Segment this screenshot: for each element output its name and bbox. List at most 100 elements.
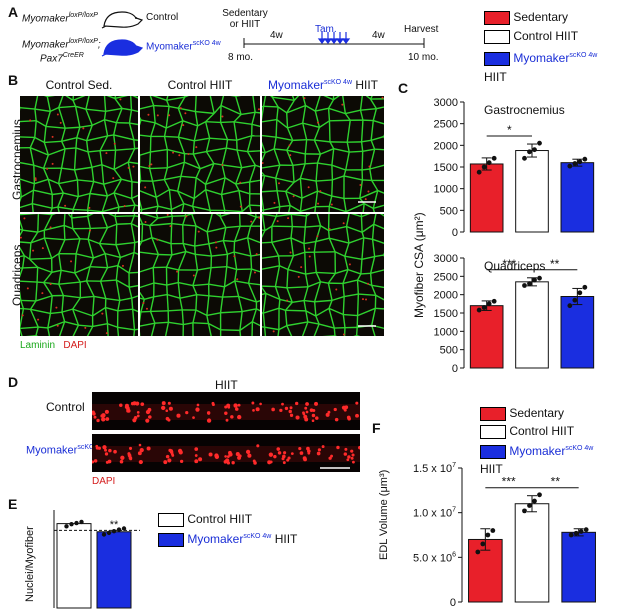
data-point <box>527 149 532 155</box>
y-tick-label: 3000 <box>434 253 458 265</box>
micrograph-gastroc-control-hiit <box>140 96 260 212</box>
sig-label: ** <box>550 257 560 271</box>
legend-a-control-label: Control HIIT <box>513 29 579 43</box>
micrograph-quad-ko-hiit <box>262 214 384 336</box>
data-point <box>491 155 497 161</box>
bar-1 <box>96 531 132 609</box>
y-tick-label: 3000 <box>434 97 458 109</box>
timeline-start: Sedentary or HIIT <box>216 8 274 30</box>
y-tick-label: 1000 <box>434 184 458 196</box>
timeline-start-line2: or HIIT <box>229 19 261 30</box>
panel-e-ylabel: Nuclei/Myofiber <box>24 526 36 602</box>
dapi-nuclei <box>20 217 124 335</box>
nuclei-chart: ** <box>53 510 140 609</box>
data-point <box>121 526 127 531</box>
data-point <box>522 155 527 161</box>
data-point <box>572 161 578 166</box>
data-point <box>527 281 532 287</box>
y-tick-label: 500 <box>440 345 458 357</box>
sig-label: ** <box>110 519 119 531</box>
stain-dapi: DAPI <box>63 340 87 351</box>
data-point <box>106 530 112 536</box>
legend-e-control-swatch <box>158 512 184 527</box>
y-tick-label: 1.5 x 107 <box>413 462 456 475</box>
bar-0 <box>469 305 504 369</box>
data-point <box>481 305 487 310</box>
legend-a-ko-suffix: HIIT <box>484 70 507 84</box>
y-tick-label: 0 <box>450 597 456 606</box>
legend-a-ko: MyomakerscKO 4w HIIT <box>484 46 617 87</box>
timeline-end-label: Harvest <box>404 24 439 35</box>
legend-f-ko-suffix: HIIT <box>480 462 503 476</box>
bar-2 <box>561 531 596 603</box>
laminin-network <box>20 214 138 336</box>
panel-e-legend: Control HIIT MyomakerscKO 4w HIIT <box>158 510 297 548</box>
panel-a-label: A <box>8 4 19 20</box>
dapi-nuclei <box>29 98 135 209</box>
col-ko-sup: scKO 4w <box>324 79 353 86</box>
panel-c-charts: 0 500 1000 1500 2000 2500 3000 * Gastrocnemius 0 5… <box>434 97 595 372</box>
panel-f-ylabel: EDL Volume (μm³) <box>378 469 390 560</box>
sig-label: ** <box>551 475 561 489</box>
legend-a-ko-name: Myomaker <box>513 51 570 65</box>
data-point <box>480 541 486 547</box>
data-point <box>567 163 573 169</box>
ko-gene-sup: loxP/loxP <box>68 38 98 45</box>
col-ko-hiit: MyomakerscKO 4w HIIT <box>262 78 384 92</box>
panel-e-chart: ** <box>53 510 140 609</box>
y-tick-label: 2000 <box>434 140 458 152</box>
fiber-nuclei <box>92 401 359 423</box>
data-point <box>64 524 69 529</box>
fiber-row-ko-name: Myomaker <box>26 444 78 457</box>
control-gene: Myomaker <box>22 13 69 25</box>
legend-a-sedentary: Sedentary <box>484 8 617 27</box>
control-gene-sup: loxP/loxP <box>68 12 98 19</box>
gastroc-chart: 0 500 1000 1500 2000 2500 3000 * Gastrocnemius <box>434 97 595 239</box>
y-tick-label: 5.0 x 106 <box>413 551 456 564</box>
data-point <box>532 147 537 153</box>
y-tick-exp: 6 <box>452 551 456 558</box>
ko-sep: ; <box>97 39 101 51</box>
data-point <box>476 169 482 175</box>
data-point <box>567 303 573 309</box>
legend-a-ko-sup: scKO 4w <box>569 52 598 59</box>
timeline-tam: Tam. <box>315 24 337 35</box>
micrograph-quad-control-sed <box>20 214 138 336</box>
panel-f-label: F <box>372 420 381 436</box>
legend-e-ko-name: Myomaker <box>187 532 244 546</box>
y-tick-label: 1500 <box>434 162 458 174</box>
col-control-sed: Control Sed. <box>45 78 113 92</box>
data-point <box>481 164 487 170</box>
data-point <box>583 527 589 533</box>
fiber-row-ko: MyomakerscKO 4w <box>26 444 105 457</box>
sig-label: *** <box>502 257 516 271</box>
ko-genotype-2: Pax7CreER <box>40 52 84 64</box>
timeline-start-line1: Sedentary <box>222 8 268 19</box>
legend-e-ko-sup: scKO 4w <box>243 533 272 540</box>
col-ko-name: Myomaker <box>267 78 324 92</box>
y-tick-exp: 7 <box>452 462 456 469</box>
data-point <box>486 160 492 166</box>
legend-a-sedentary-label: Sedentary <box>513 10 569 24</box>
bar-1 <box>515 150 549 233</box>
legend-f-ko: MyomakerscKO 4w HIIT <box>480 440 617 478</box>
panel-c-label: C <box>398 80 409 96</box>
timeline-axis <box>243 32 425 48</box>
fiber-body <box>92 446 360 462</box>
micrograph-gastroc-control-sed <box>20 96 138 212</box>
legend-f-sedentary: Sedentary <box>480 404 617 422</box>
data-point <box>79 519 84 525</box>
stain-laminin: Laminin <box>20 340 56 351</box>
panel-a-legend: Sedentary Control HIIT MyomakerscKO 4w H… <box>484 8 617 87</box>
timeline-start-age: 8 mo. <box>228 52 254 63</box>
ko-mouse-icon <box>101 39 144 57</box>
dapi-nuclei <box>262 96 384 206</box>
col-control-hiit: Control HIIT <box>167 78 233 92</box>
stain-legend-b: Laminin DAPI <box>20 340 87 351</box>
data-point <box>532 277 537 283</box>
bar-1 <box>514 503 550 603</box>
legend-f-control: Control HIIT <box>480 422 617 440</box>
control-name: Control <box>146 12 179 23</box>
data-point <box>486 301 492 307</box>
